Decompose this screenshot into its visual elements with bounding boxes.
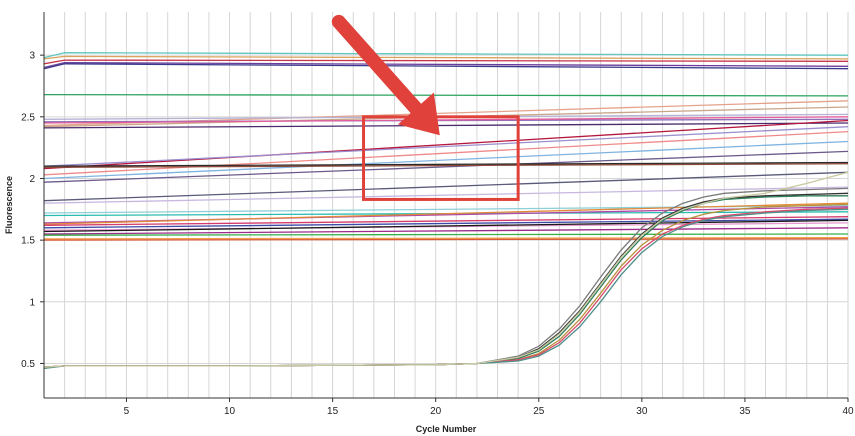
series-line-29 <box>43 219 849 233</box>
series-line-2 <box>43 55 849 60</box>
y-tick-label: 2.5 <box>21 112 35 123</box>
series-line-16 <box>43 140 849 180</box>
y-tick-label: 1.5 <box>21 236 35 247</box>
x-axis-label: Cycle Number <box>416 424 477 434</box>
x-tick-label: 15 <box>327 406 339 417</box>
series-group <box>43 52 849 370</box>
series-line-27 <box>43 218 849 229</box>
series-line-25 <box>43 202 849 225</box>
highlight-rectangle <box>362 115 520 201</box>
series-line-1 <box>43 52 849 59</box>
series-line-15 <box>43 130 849 176</box>
series-line-21 <box>43 186 849 204</box>
x-tick-label: 10 <box>224 406 236 417</box>
series-line-12 <box>43 122 849 129</box>
series-line-32 <box>43 237 849 240</box>
x-tick-label: 25 <box>533 406 545 417</box>
series-line-4 <box>43 61 849 69</box>
series-line-14 <box>43 126 849 167</box>
series-line-20 <box>43 171 849 202</box>
y-tick-label: 2 <box>29 174 35 185</box>
series-line-31 <box>43 233 849 236</box>
series-line-34 <box>43 192 849 368</box>
series-line-40 <box>43 171 849 368</box>
pointer-arrow <box>331 14 440 136</box>
series-line-33 <box>43 238 849 241</box>
series-line-19 <box>43 163 849 169</box>
axes: 5 10 15 20 25 30 35 40 0.5 1 1.5 2 2.5 3 <box>21 12 854 417</box>
series-line-38 <box>43 207 849 368</box>
annotations <box>331 14 520 201</box>
pointer-arrow-head <box>398 92 440 136</box>
y-tick-label: 0.5 <box>21 359 35 370</box>
grid <box>44 12 849 398</box>
x-tick-label: 30 <box>636 406 648 417</box>
series-line-17 <box>43 150 849 183</box>
y-axis-label: Fluorescence <box>4 176 14 234</box>
y-tick-label: 1 <box>29 297 35 308</box>
series-line-3 <box>43 59 849 65</box>
series-line-11 <box>43 116 849 124</box>
y-tick-label: 3 <box>29 51 35 62</box>
series-line-18 <box>43 161 849 167</box>
x-tick-label: 35 <box>739 406 751 417</box>
series-line-6 <box>43 93 849 97</box>
series-line-13 <box>43 119 849 170</box>
pointer-arrow-shaft <box>331 14 423 116</box>
x-tick-label: 40 <box>842 406 854 417</box>
series-line-30 <box>43 227 849 235</box>
x-tick-label: 20 <box>430 406 442 417</box>
series-line-5 <box>43 63 849 70</box>
x-tick-label: 5 <box>124 406 130 417</box>
